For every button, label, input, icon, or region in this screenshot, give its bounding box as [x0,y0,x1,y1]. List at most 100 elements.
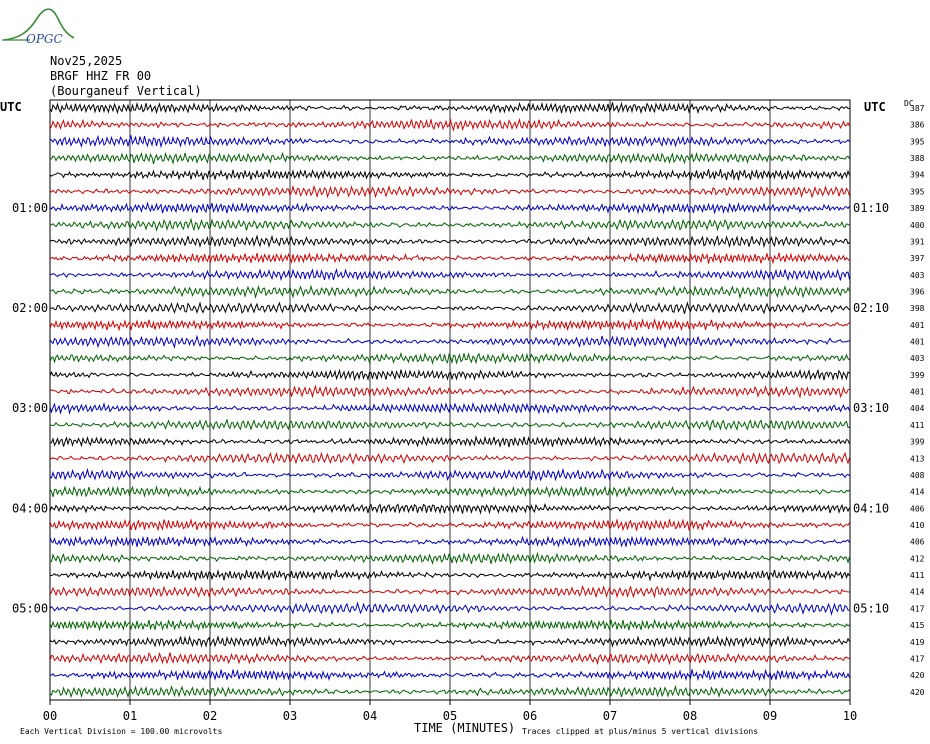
header-date: Nov25,2025 [50,54,123,68]
right-axis-label: UTC [864,100,886,114]
x-tick-label: 03 [283,709,297,723]
left-time-label: 01:00 [12,201,48,215]
x-tick-label: 06 [523,709,537,723]
dc-offset-label: 399 [910,438,925,447]
traces-layer [49,101,850,699]
dc-offset-label: 420 [910,688,925,697]
x-tick-label: 01 [123,709,137,723]
seismic-trace [49,268,850,282]
dc-offset-label: 408 [910,471,925,480]
footer-right-note: Traces clipped at plus/minus 5 vertical … [522,727,758,736]
seismic-trace [49,368,850,382]
seismic-trace [49,134,850,149]
logo-text: OPGC [26,32,63,46]
seismic-trace [49,668,850,682]
right-time-label: 04:10 [853,501,889,515]
dc-offset-label: 397 [910,254,925,263]
dc-offset-label: 387 [910,104,925,113]
seismic-trace [49,418,850,432]
logo-mountain-curve [3,8,75,41]
seismic-trace [49,252,850,265]
dc-offset-label: 415 [910,621,925,630]
seismic-trace [49,301,850,315]
dc-offset-label: 401 [910,321,925,330]
dc-offset-label: 411 [910,421,925,430]
seismic-trace [49,117,850,132]
footer-left-note: Each Vertical Division = 100.00 microvol… [20,727,222,736]
dc-offset-label: 417 [910,654,925,663]
seismic-trace [49,318,850,332]
dc-offset-label: 395 [910,137,925,146]
labels-layer: 00 01 02 03 04 05 06 07 08 09 10 387 386 395 388 394 395… [12,104,925,723]
seismic-trace [49,351,850,365]
x-tick-label: 04 [363,709,377,723]
dc-offset-label: 413 [910,454,925,463]
seismic-trace [49,101,850,115]
dc-offset-label: 414 [910,588,925,597]
x-tick-label: 08 [683,709,697,723]
seismic-trace [49,684,850,699]
right-time-label: 03:10 [853,401,889,415]
seismic-trace [49,584,850,599]
seismic-trace [49,151,850,165]
seismic-trace [49,435,850,449]
seismic-trace [49,451,850,465]
dc-offset-label: 403 [910,354,925,363]
seismic-trace [49,551,850,566]
dc-offset-label: 394 [910,171,925,180]
seismic-trace [49,334,850,349]
x-tick-label: 00 [43,709,57,723]
seismic-trace [49,284,850,300]
seismic-trace [49,618,850,632]
dc-offset-label: 396 [910,288,925,297]
seismic-trace [49,502,850,515]
dc-offset-label: 404 [910,404,925,413]
dc-offset-label: 391 [910,237,925,246]
dc-offset-label: 386 [910,121,925,130]
header-station: BRGF HHZ FR 00 [50,69,152,83]
dc-offset-label: 401 [910,388,925,397]
x-tick-label: 07 [603,709,617,723]
dc-offset-label: 406 [910,538,925,547]
left-time-label: 04:00 [12,501,48,515]
dc-offset-label: 389 [910,204,925,213]
seismic-trace [49,651,850,666]
dc-offset-label: 411 [910,571,925,580]
seismic-trace [49,384,850,399]
dc-label: DC [904,99,914,108]
dc-offset-label: 403 [910,271,925,280]
opgc-logo: OPGC [2,8,75,46]
x-tick-label: 05 [443,709,457,723]
x-tick-label: 09 [763,709,777,723]
dc-offset-label: 400 [910,221,925,230]
x-tick-label: 10 [843,709,857,723]
right-time-label: 01:10 [853,201,889,215]
seismic-trace [49,184,850,199]
dc-offset-label: 419 [910,638,925,647]
right-time-label: 05:10 [853,601,889,615]
seismic-trace [49,234,850,249]
header-description: (Bourganeuf Vertical) [50,84,202,98]
seismic-trace [49,535,850,548]
dc-offset-label: 401 [910,338,925,347]
dc-offset-label: 406 [910,504,925,513]
left-time-label: 05:00 [12,601,48,615]
dc-offset-label: 398 [910,304,925,313]
seismic-trace [49,634,850,649]
seismic-trace [49,601,850,616]
seismic-trace [49,518,850,532]
seismic-trace [49,484,850,498]
dc-offset-label: 412 [910,554,925,563]
seismic-trace [49,217,850,232]
dc-offset-label: 399 [910,371,925,380]
dc-offset-label: 388 [910,154,925,163]
seismic-trace [49,401,850,415]
dc-offset-label: 417 [910,604,925,613]
grid-layer [49,99,851,705]
seismic-trace [49,569,850,582]
seismic-trace [49,467,850,482]
left-time-label: 03:00 [12,401,48,415]
right-time-label: 02:10 [853,301,889,315]
seismic-trace [49,201,850,215]
